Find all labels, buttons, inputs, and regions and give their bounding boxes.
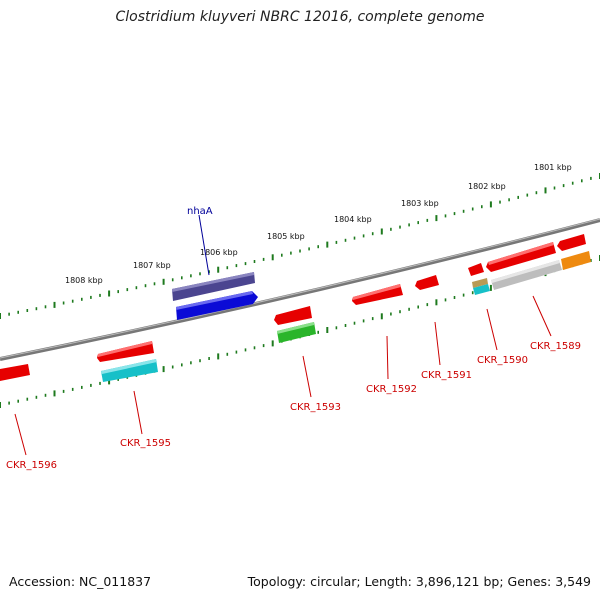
leader-ckr1589 xyxy=(532,295,552,337)
gene-nhaA[interactable] xyxy=(176,291,258,320)
leader-ckr1590 xyxy=(486,308,498,351)
genome-backbone xyxy=(0,218,600,361)
ruler-label-1803: 1803 kbp xyxy=(401,199,439,208)
leader-ckr1591 xyxy=(434,321,441,366)
gene-nhaA-upper[interactable] xyxy=(172,272,255,301)
label-ckr1595[interactable]: CKR_1595 xyxy=(120,438,171,449)
map-title: Clostridium kluyveri NBRC 12016, complet… xyxy=(115,9,485,25)
gene-small-tan[interactable] xyxy=(472,278,488,288)
label-ckr1591[interactable]: CKR_1591 xyxy=(421,370,472,381)
ruler-label-1807: 1807 kbp xyxy=(133,261,171,270)
accession-label: Accession: NC_011837 xyxy=(9,574,152,589)
genome-backbone-highlight xyxy=(0,218,600,359)
gene-ckr1593[interactable] xyxy=(277,322,316,343)
ruler-label-1806: 1806 kbp xyxy=(200,248,238,257)
genome-summary: Topology: circular; Length: 3,896,121 bp… xyxy=(247,574,591,589)
gene-ckr1589-orange[interactable] xyxy=(561,251,591,270)
gene-ckr1590-grey[interactable] xyxy=(491,260,562,290)
ruler-label-1805: 1805 kbp xyxy=(267,232,305,241)
outer-tick-track xyxy=(0,173,600,319)
gene-ckr1595-red[interactable] xyxy=(97,341,154,362)
leader-ckr1596 xyxy=(14,413,27,456)
gene-ckr1592[interactable] xyxy=(352,284,403,305)
ruler-label-1801: 1801 kbp xyxy=(534,163,572,172)
ruler-label-1804: 1804 kbp xyxy=(334,215,372,224)
label-ckr1589[interactable]: CKR_1589 xyxy=(530,341,581,352)
label-nhaA[interactable]: nhaA xyxy=(187,206,213,217)
leader-ckr1595 xyxy=(133,390,143,435)
label-ckr1596[interactable]: CKR_1596 xyxy=(6,460,57,471)
leader-ckr1592 xyxy=(386,335,389,380)
leader-nhaA xyxy=(198,214,210,276)
label-ckr1590[interactable]: CKR_1590 xyxy=(477,355,528,366)
gene-ckr1591[interactable] xyxy=(415,275,439,290)
ruler-label-1808: 1808 kbp xyxy=(65,276,103,285)
ruler-label-1802: 1802 kbp xyxy=(468,182,506,191)
gene-ckr1590-upper[interactable] xyxy=(486,242,556,272)
leader-ckr1593 xyxy=(302,355,312,398)
label-ckr1592[interactable]: CKR_1592 xyxy=(366,384,417,395)
gene-small-red-1590[interactable] xyxy=(468,263,484,276)
gene-ckr1595[interactable] xyxy=(101,359,158,382)
gene-small-cyan[interactable] xyxy=(473,284,490,295)
gene-ckr1589-red[interactable] xyxy=(557,234,586,251)
label-ckr1593[interactable]: CKR_1593 xyxy=(290,402,341,413)
gene-ckr1593-red[interactable] xyxy=(274,306,312,325)
gene-ckr1596[interactable] xyxy=(0,364,30,381)
